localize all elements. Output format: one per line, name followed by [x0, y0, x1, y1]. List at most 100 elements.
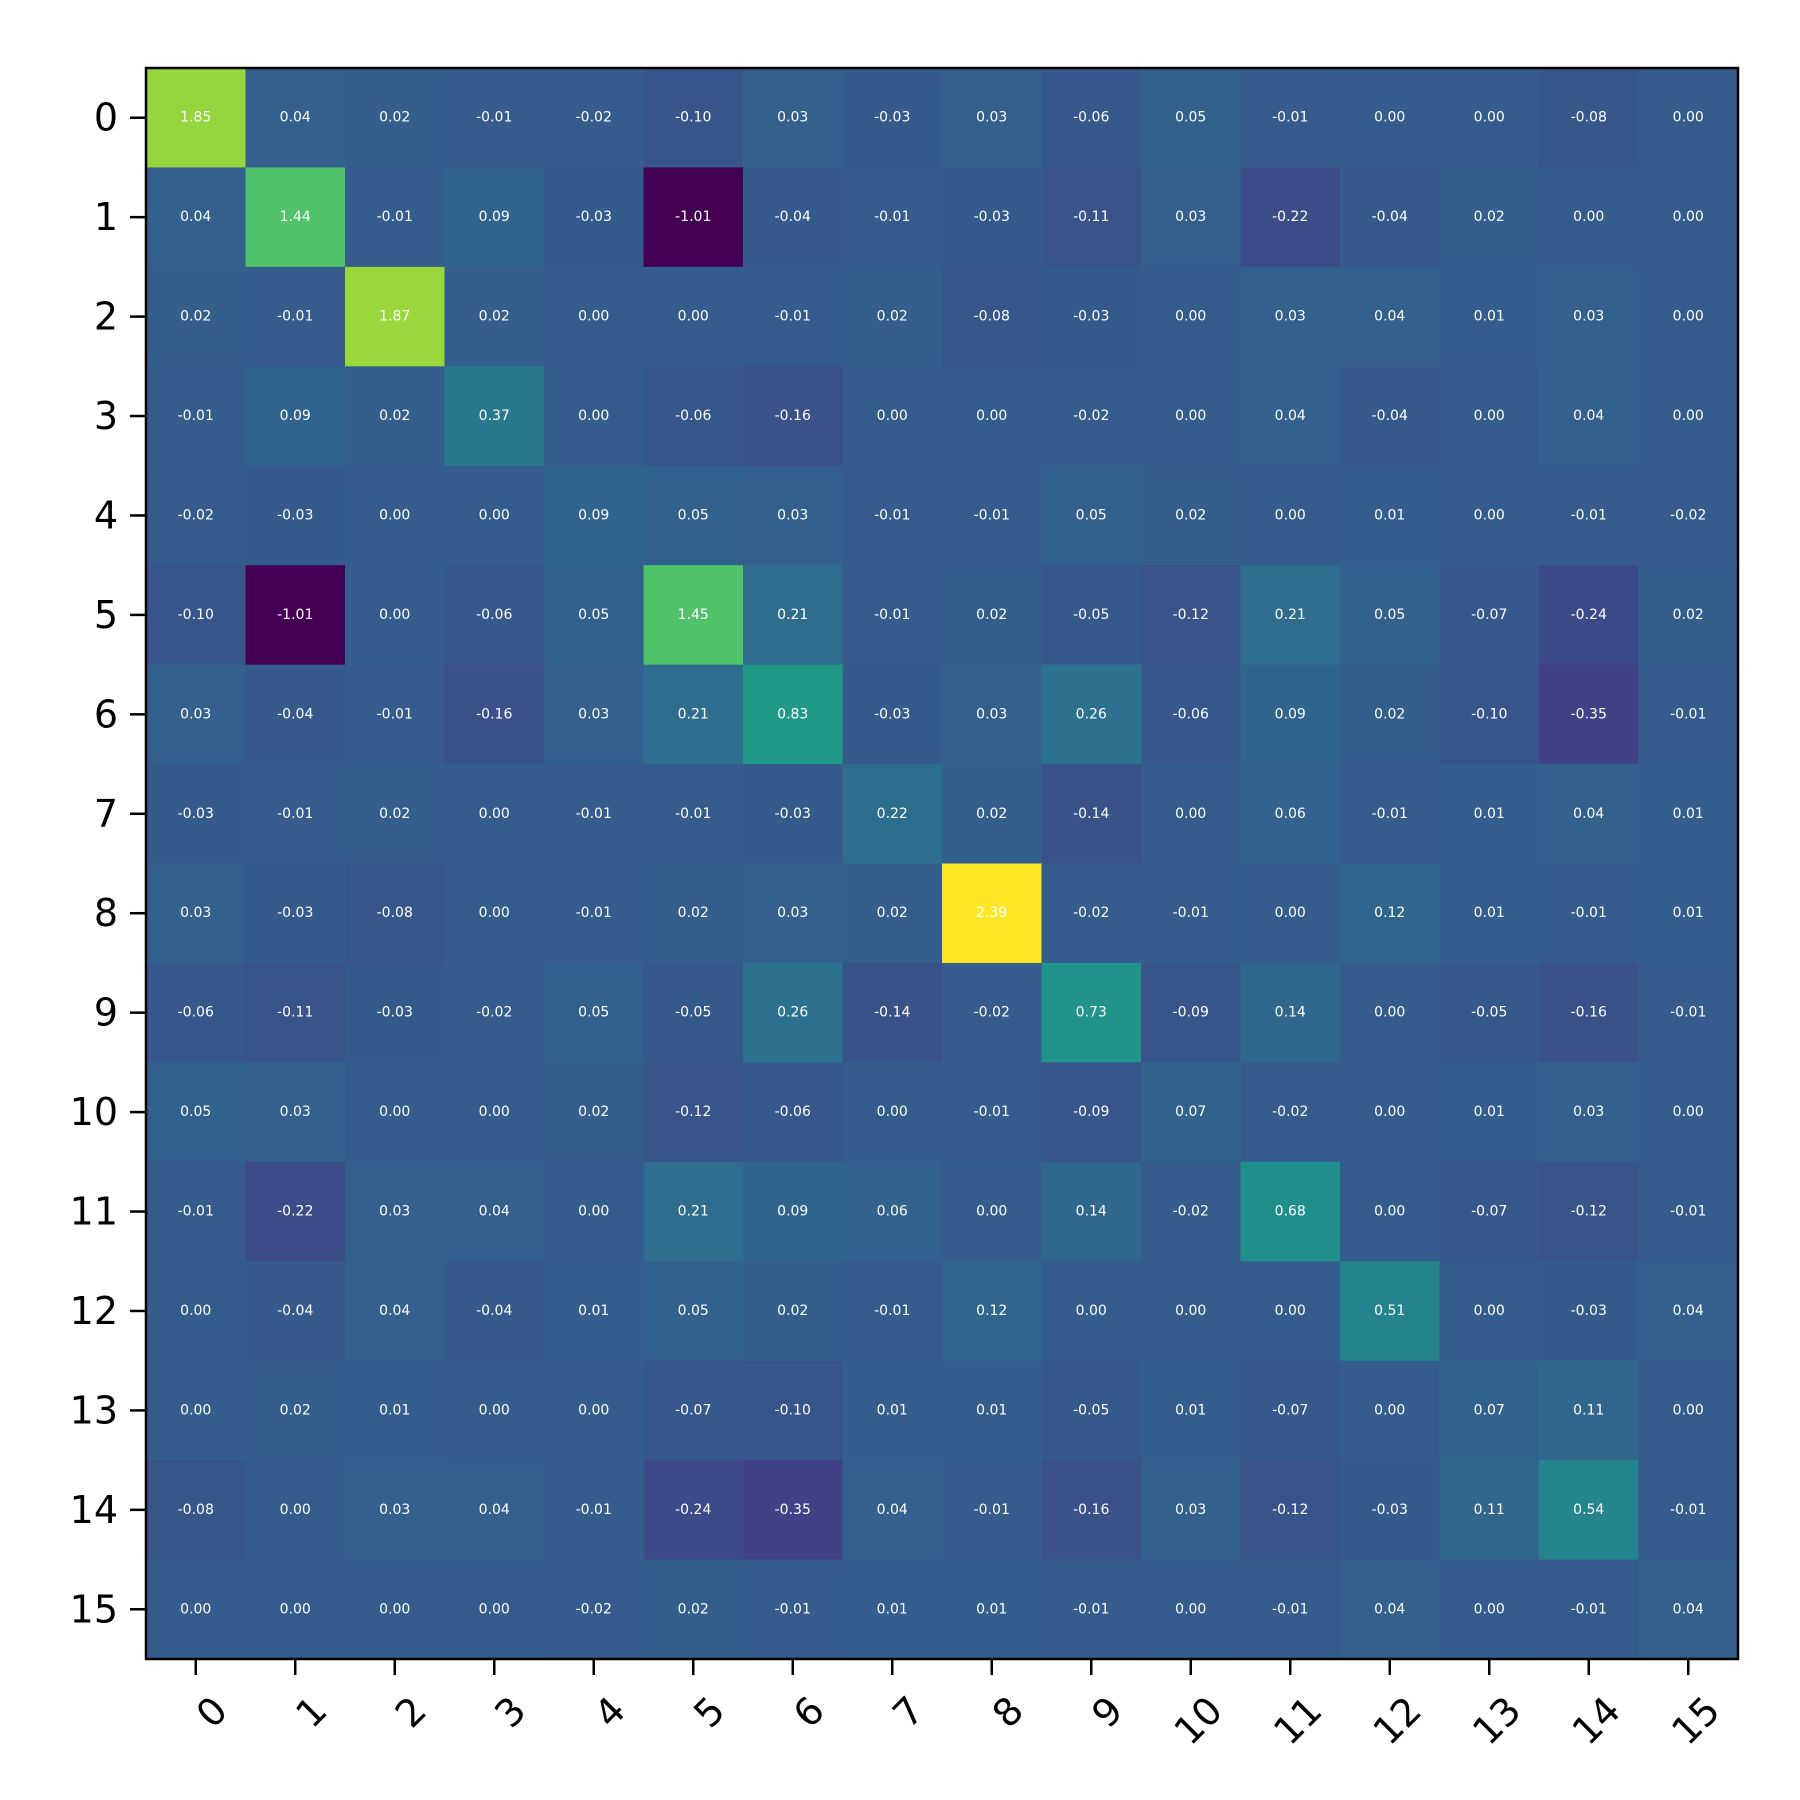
cell-value-label: 0.03 — [976, 110, 1007, 126]
heatmap-cell — [1141, 1559, 1241, 1660]
heatmap-cell — [643, 1360, 744, 1461]
heatmap-cell — [345, 1360, 445, 1461]
cell-value-label: 0.02 — [1474, 209, 1505, 225]
heatmap-cell — [544, 1261, 644, 1362]
heatmap-cell — [1041, 366, 1142, 467]
cell-value-label: 0.00 — [877, 408, 908, 424]
heatmap-cell — [544, 565, 644, 666]
heatmap-cell — [1539, 68, 1639, 168]
heatmap-cell — [743, 1161, 843, 1262]
heatmap-cell — [1439, 1261, 1540, 1362]
y-tick-label: 10 — [70, 1090, 118, 1134]
cell-value-label: 0.01 — [976, 1402, 1007, 1418]
cell-value-label: 0.04 — [877, 1502, 908, 1518]
heatmap-cell — [1439, 1062, 1540, 1163]
heatmap-cell — [444, 68, 545, 168]
cell-value-label: 0.00 — [1076, 1303, 1107, 1319]
cell-value-label: -0.01 — [178, 408, 214, 424]
heatmap-cell — [942, 465, 1042, 566]
heatmap-cell — [1439, 1161, 1540, 1262]
cell-value-label: 0.11 — [1573, 1402, 1604, 1418]
heatmap-cell — [1041, 764, 1142, 864]
heatmap-cell — [245, 266, 346, 367]
heatmap-cell — [444, 1460, 545, 1561]
cell-value-label: -0.01 — [775, 1601, 811, 1617]
heatmap-cell — [842, 764, 943, 864]
heatmap-cell — [1141, 1460, 1241, 1561]
cell-value-label: -0.02 — [576, 110, 612, 126]
heatmap-cell — [1240, 565, 1341, 666]
cell-value-label: -0.01 — [576, 806, 612, 822]
heatmap-cell — [743, 962, 843, 1063]
y-tick-label: 2 — [94, 295, 118, 339]
heatmap-cell — [1439, 167, 1540, 268]
cell-value-label: 0.00 — [180, 1601, 211, 1617]
cell-value-label: 0.03 — [1175, 1502, 1206, 1518]
heatmap-cell — [643, 68, 744, 168]
cell-value-label: -0.14 — [1073, 806, 1109, 822]
heatmap-cell — [1041, 1460, 1142, 1561]
cell-value-label: 0.00 — [379, 607, 410, 623]
heatmap-cell — [1539, 1261, 1639, 1362]
cell-value-label: 0.00 — [578, 1204, 609, 1220]
cell-value-label: -0.03 — [178, 806, 214, 822]
heatmap-cell — [842, 366, 943, 467]
heatmap-cell — [743, 1062, 843, 1163]
cell-value-label: -0.03 — [1372, 1502, 1408, 1518]
heatmap-cell — [1141, 465, 1241, 566]
heatmap-cell — [544, 1062, 644, 1163]
heatmap-cell-labels: 1.85 0.04 0.02 -0.01 -0.02 -0.10 0.03 -0.03 0.03… — [178, 110, 1707, 1618]
heatmap-cell — [643, 266, 744, 367]
cell-value-label: -0.01 — [1571, 905, 1607, 921]
cell-value-label: -0.02 — [974, 1005, 1010, 1021]
heatmap-cell — [1041, 1062, 1142, 1163]
cell-value-label: -0.16 — [775, 408, 811, 424]
cell-value-label: 0.01 — [877, 1402, 908, 1418]
heatmap-cell — [345, 565, 445, 666]
heatmap-cell — [643, 863, 744, 964]
heatmap-cell — [1539, 1161, 1639, 1262]
cell-value-label: -0.06 — [775, 1104, 811, 1120]
cell-value-label: -0.01 — [974, 1502, 1010, 1518]
cell-value-label: -0.01 — [1670, 1005, 1706, 1021]
cell-value-label: 0.00 — [1175, 806, 1206, 822]
cell-value-label: 0.00 — [1175, 309, 1206, 325]
heatmap-cell — [444, 366, 545, 467]
heatmap-cell — [942, 1559, 1042, 1660]
cell-value-label: 2.39 — [976, 905, 1007, 921]
cell-value-label: 0.03 — [777, 110, 808, 126]
heatmap-cell — [1638, 1559, 1739, 1660]
heatmap-cell — [1340, 1360, 1440, 1461]
heatmap-cell — [345, 962, 445, 1063]
cell-value-label: 1.45 — [678, 607, 709, 623]
heatmap-cell — [1041, 863, 1142, 964]
heatmap-cell — [842, 565, 943, 666]
cell-value-label: 0.21 — [777, 607, 808, 623]
y-tick-label: 3 — [94, 394, 118, 438]
cell-value-label: -0.01 — [377, 706, 413, 722]
heatmap-cell — [544, 962, 644, 1063]
heatmap-cell — [1439, 764, 1540, 864]
heatmap-cell — [1638, 167, 1739, 268]
heatmap-cell — [1638, 1062, 1739, 1163]
heatmap-cell — [1539, 465, 1639, 566]
heatmap-cell — [1638, 664, 1739, 765]
heatmap-cell — [146, 764, 246, 864]
cell-value-label: -0.04 — [277, 706, 313, 722]
cell-value-label: -0.03 — [576, 209, 612, 225]
cell-value-label: 0.02 — [280, 1402, 311, 1418]
cell-value-label: -0.01 — [874, 507, 910, 523]
heatmap-cell — [544, 1460, 644, 1561]
cell-value-label: 0.09 — [280, 408, 311, 424]
cell-value-label: -0.16 — [1073, 1502, 1109, 1518]
cell-value-label: -0.01 — [974, 507, 1010, 523]
cell-value-label: 0.04 — [180, 209, 211, 225]
heatmap-cell — [1240, 1161, 1341, 1262]
heatmap-cell — [743, 266, 843, 367]
cell-value-label: -0.22 — [277, 1204, 313, 1220]
heatmap-cell — [444, 664, 545, 765]
heatmap-cell — [1240, 863, 1341, 964]
heatmap-cell — [1638, 68, 1739, 168]
heatmap-cell — [444, 764, 545, 864]
cell-value-label: -0.12 — [1571, 1204, 1607, 1220]
